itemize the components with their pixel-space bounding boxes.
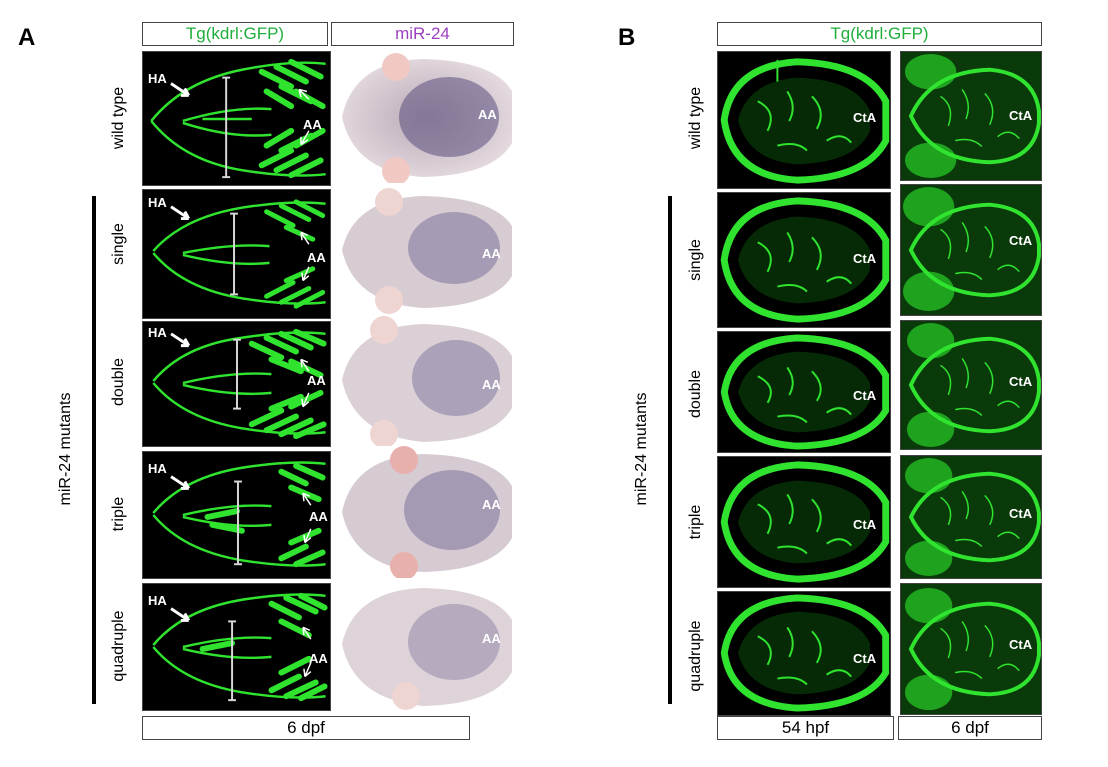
- panel-b-timepoint-label-54hpf: 54 hpf: [717, 716, 894, 740]
- cta-label: CtA: [1009, 637, 1033, 652]
- ha-label: HA: [148, 195, 167, 210]
- panel-a-timepoint-label: 6 dpf: [142, 716, 470, 740]
- panel-a-mir24-tile-single: [334, 186, 514, 314]
- panel-b-6dpf-tile-triple: [900, 455, 1042, 579]
- cta-label: CtA: [1009, 506, 1033, 521]
- panel-b-row-label-single: single: [687, 239, 704, 281]
- panel-a-gfp-tile-quadruple: [142, 583, 331, 711]
- panel-b-54hpf-tile-quadruple: [717, 591, 891, 716]
- brain-vasculature-image: [901, 456, 1041, 578]
- insitu-image: [342, 588, 512, 710]
- brain-vasculature-image: [901, 321, 1041, 449]
- cta-label: CtA: [853, 651, 877, 666]
- insitu-image: [342, 53, 512, 183]
- brain-vasculature-image: [720, 334, 890, 450]
- panel-b-6dpf-tile-wildtype: [900, 51, 1042, 181]
- panel-a-row-label-wildtype: wild type: [110, 86, 127, 150]
- panel-b-6dpf-tile-quadruple: [900, 583, 1042, 715]
- aa-label: AA: [309, 509, 328, 524]
- aa-label: AA: [478, 107, 497, 122]
- vessel-image: [152, 199, 326, 309]
- brain-vasculature-image: [720, 461, 890, 583]
- aa-label: AA: [482, 631, 501, 646]
- panel-a-gfp-tile-wildtype: [142, 51, 331, 186]
- aa-label: AA: [307, 373, 326, 388]
- panel-b-54hpf-tile-triple: [717, 456, 891, 588]
- panel-a-mir24-tile-wildtype: [334, 51, 514, 183]
- panel-a-mir24-tile-double: [334, 316, 514, 446]
- panel-b-row-label-double: double: [687, 369, 704, 419]
- panel-a-mir24-tile-quadruple: [334, 580, 514, 710]
- panel-a-row-label-double: double: [110, 357, 127, 407]
- panel-a-gfp-tile-single: [142, 189, 331, 319]
- panel-a-row-label-single: single: [110, 223, 127, 265]
- brain-vasculature-image: [720, 58, 890, 184]
- panel-a-gfp-header: Tg(kdrl:GFP): [142, 22, 328, 46]
- panel-a-gfp-tile-double: [142, 321, 331, 447]
- panel-a-mir24-tile-triple: [334, 446, 514, 578]
- cta-label: CtA: [853, 388, 877, 403]
- ha-label: HA: [148, 461, 167, 476]
- aa-label: AA: [307, 250, 326, 265]
- panel-b-row-label-triple: triple: [687, 504, 704, 540]
- panel-b-54hpf-tile-single: [717, 192, 891, 328]
- panel-b-row-label-quadruple: quadruple: [687, 620, 704, 692]
- panel-b-group-bracket: [668, 196, 672, 704]
- vessel-image: [152, 461, 326, 568]
- brain-vasculature-image: [720, 594, 890, 712]
- vessel-image: [150, 58, 326, 179]
- vessel-image: [152, 592, 328, 702]
- insitu-image: [342, 446, 512, 578]
- panel-b-6dpf-tile-single: [900, 184, 1042, 316]
- panel-b-row-label-wildtype: wild type: [687, 86, 704, 150]
- aa-label: AA: [309, 651, 328, 666]
- cta-label: CtA: [853, 517, 877, 532]
- brain-vasculature-image: [901, 185, 1041, 315]
- cta-label: CtA: [1009, 233, 1033, 248]
- ha-label: HA: [148, 593, 167, 608]
- aa-label: AA: [482, 377, 501, 392]
- panel-a-mir24-header: miR-24: [331, 22, 514, 46]
- cta-label: CtA: [853, 251, 877, 266]
- panel-a-row-label-triple: triple: [110, 496, 127, 532]
- panel-a-letter: A: [18, 24, 36, 51]
- panel-b-timepoint-label-6dpf: 6 dpf: [898, 716, 1042, 740]
- panel-b-group-label: miR-24 mutants: [633, 392, 650, 506]
- ha-label: HA: [148, 325, 167, 340]
- ha-label: HA: [148, 71, 167, 86]
- panel-b-54hpf-tile-double: [717, 331, 891, 453]
- brain-vasculature-image: [720, 197, 890, 323]
- cta-label: CtA: [1009, 108, 1033, 123]
- panel-a-group-bracket: [92, 196, 96, 704]
- insitu-image: [342, 188, 512, 314]
- panel-a-gfp-tile-triple: [142, 451, 331, 579]
- panel-b-54hpf-tile-wildtype: [717, 51, 891, 189]
- aa-label: AA: [482, 497, 501, 512]
- brain-vasculature-image: [901, 584, 1041, 714]
- cta-label: CtA: [853, 110, 877, 125]
- vessel-image: [152, 328, 327, 440]
- panel-b-gfp-header: Tg(kdrl:GFP): [717, 22, 1042, 46]
- panel-b-letter: B: [618, 24, 636, 51]
- aa-label: AA: [482, 246, 501, 261]
- cta-label: CtA: [1009, 374, 1033, 389]
- insitu-image: [342, 316, 512, 446]
- panel-b-6dpf-tile-double: [900, 320, 1042, 450]
- panel-a-row-label-quadruple: quadruple: [110, 610, 127, 682]
- aa-label: AA: [303, 117, 322, 132]
- panel-a-group-label: miR-24 mutants: [57, 392, 74, 506]
- brain-vasculature-image: [901, 52, 1041, 180]
